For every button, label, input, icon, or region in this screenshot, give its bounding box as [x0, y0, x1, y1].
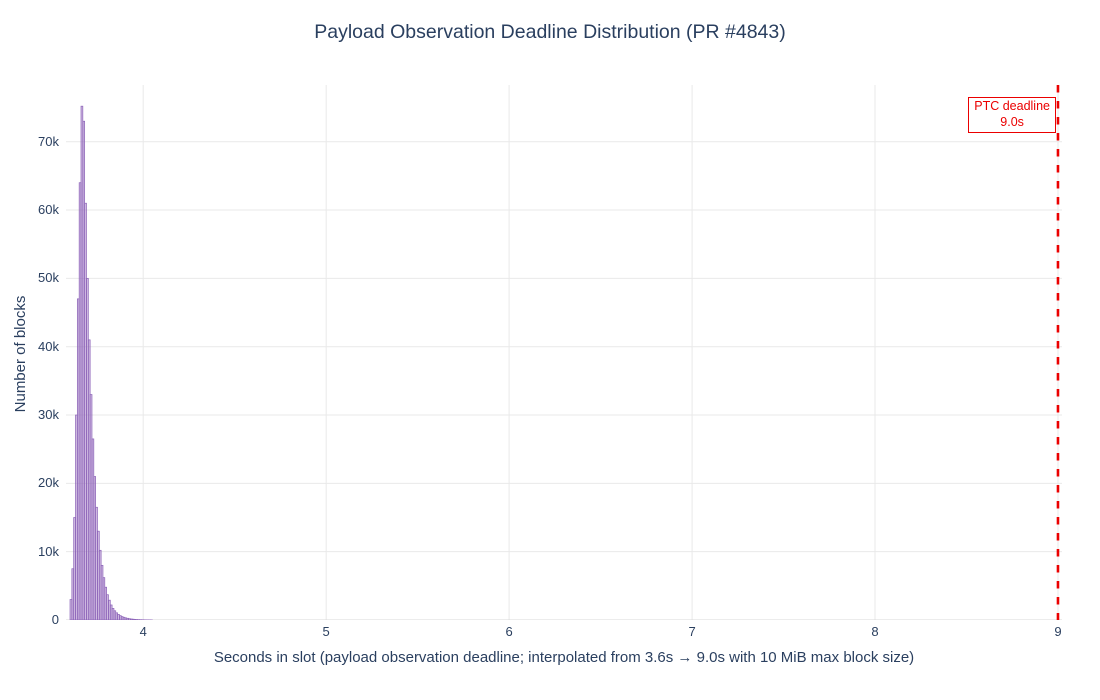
- x-tick-label: 9: [1054, 624, 1062, 639]
- y-tick-label: 20k: [38, 475, 59, 491]
- histogram-plot-svg: [66, 85, 1062, 621]
- y-tick-label: 50k: [38, 270, 59, 286]
- ptc-deadline-annotation-line1: PTC deadline: [974, 99, 1050, 113]
- plot-area: PTC deadline 9.0s: [66, 85, 1062, 621]
- x-tick-label: 6: [505, 624, 513, 639]
- ptc-deadline-annotation-line2: 9.0s: [1000, 114, 1024, 129]
- histogram-bars: [69, 105, 153, 621]
- x-tick-label: 5: [322, 624, 330, 639]
- ptc-deadline-annotation: PTC deadline 9.0s: [968, 97, 1056, 133]
- x-tick-label: 7: [688, 624, 696, 639]
- y-tick-label: 60k: [38, 202, 59, 218]
- chart-title: Payload Observation Deadline Distributio…: [314, 21, 786, 43]
- y-axis-title: Number of blocks: [12, 295, 29, 413]
- y-tick-label: 40k: [38, 338, 59, 354]
- x-axis-title: Seconds in slot (payload observation dea…: [213, 649, 915, 666]
- x-tick-label: 8: [871, 624, 879, 639]
- x-tick-label: 4: [139, 624, 147, 639]
- y-tick-label: 0: [51, 612, 59, 627]
- y-tick-label: 70k: [38, 133, 59, 149]
- y-tick-label: 30k: [38, 407, 59, 423]
- gridlines: [66, 85, 1062, 621]
- y-tick-label: 10k: [38, 543, 59, 559]
